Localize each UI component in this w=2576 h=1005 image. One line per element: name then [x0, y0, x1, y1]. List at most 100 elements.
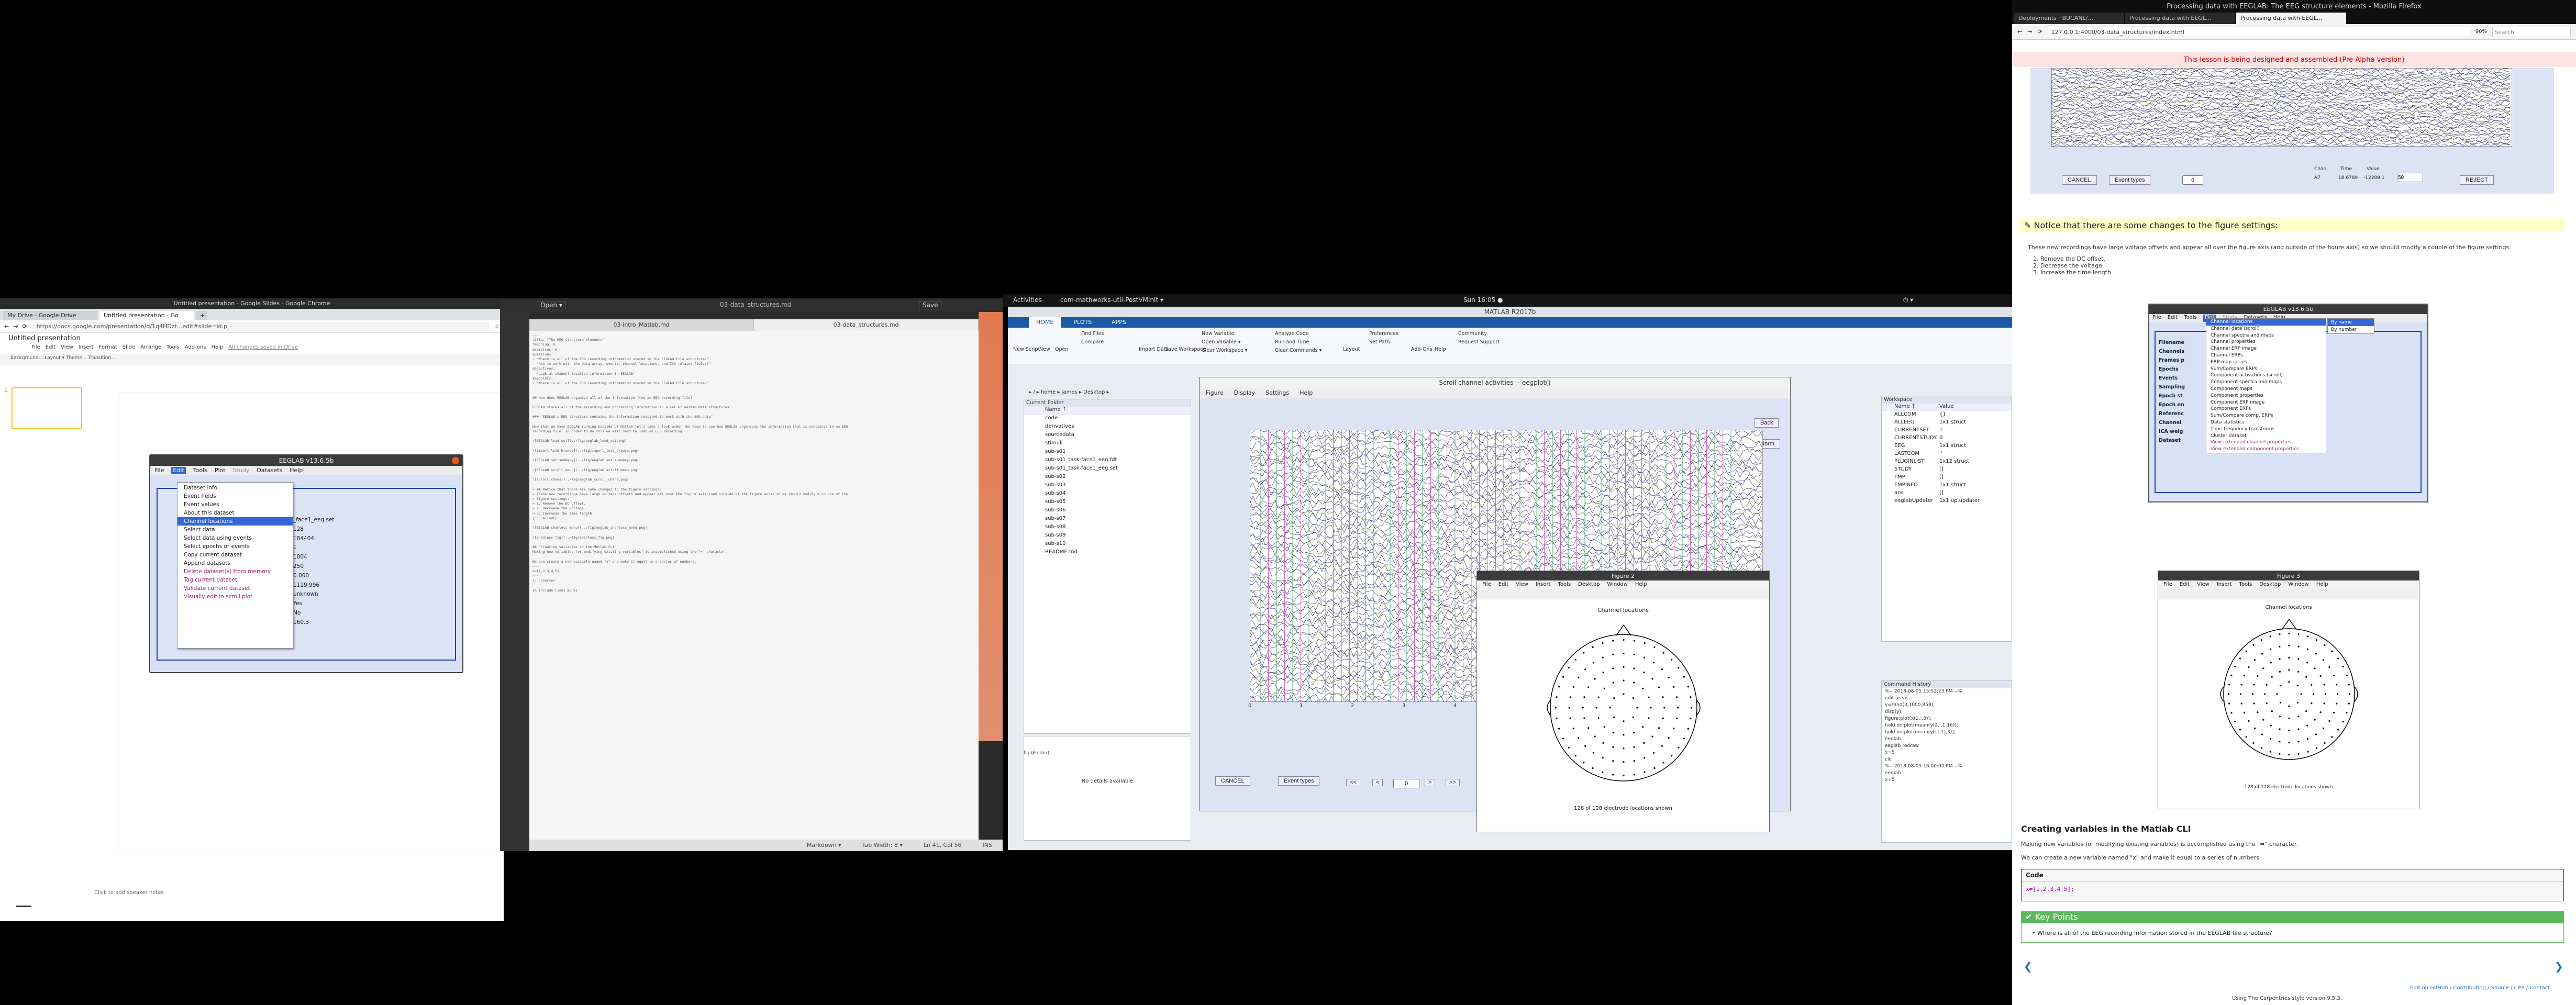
editor-document[interactable]: --- title: "The EEG structure elements" te…: [529, 331, 979, 840]
menu-copy-dataset[interactable]: Copy current dataset: [184, 552, 242, 558]
ff-forward-icon[interactable]: →: [2027, 28, 2033, 35]
eeglab-menu-datasets[interactable]: Datasets: [257, 467, 283, 474]
ff-reload-icon[interactable]: ⟳: [2037, 28, 2042, 35]
tab-slides[interactable]: Untitled presentation - Go: [99, 311, 194, 320]
eeglab-menu-study[interactable]: Study: [232, 467, 250, 474]
workspace-row[interactable]: PLUGINLIST 1x12 struct: [1882, 459, 2012, 466]
new-button[interactable]: New: [1039, 347, 1050, 352]
menu-slide[interactable]: Slide: [122, 344, 136, 350]
menu-format[interactable]: Format: [98, 344, 117, 350]
menu-edit[interactable]: Edit: [45, 344, 56, 350]
fig2-menu-edit[interactable]: Edit: [1498, 582, 1509, 587]
plot-submenu-item[interactable]: Channel spectra and maps: [2211, 332, 2274, 338]
figure-2-toolbar[interactable]: [1477, 589, 1769, 599]
set-path-button[interactable]: Set Path: [1369, 339, 1390, 345]
by-number-item[interactable]: By number: [2331, 327, 2357, 332]
history-item[interactable]: y=rand(3,1000,858);: [1885, 702, 1935, 708]
eegplot-menu-display[interactable]: Display: [1234, 389, 1256, 396]
ff-event-types-button[interactable]: Event types: [2109, 175, 2151, 185]
eegplot-menu-help[interactable]: Help: [1300, 389, 1313, 396]
workspace-row[interactable]: EEG 1x1 struct: [1882, 443, 2012, 451]
prev-episode-icon[interactable]: ❮: [2024, 960, 2033, 973]
plot-submenu-item[interactable]: Data statistics: [2211, 419, 2245, 425]
file-item[interactable]: code: [1045, 415, 1058, 421]
menu-channel-locations[interactable]: Channel locations: [177, 517, 293, 526]
new-script-button[interactable]: New Script: [1013, 347, 1040, 352]
menu-about-dataset[interactable]: About this dataset: [184, 510, 235, 516]
eegplot-menu-figure[interactable]: Figure: [1206, 389, 1224, 396]
eeglab-menu-help[interactable]: Help: [290, 467, 303, 474]
code-line[interactable]: x=[1,2,3,4,5];: [2026, 886, 2074, 892]
tab-intro-matlab[interactable]: 03-intro_Matlab.md: [529, 319, 754, 331]
clear-workspace-button[interactable]: Clear Workspace ▾: [1202, 348, 1248, 353]
file-item[interactable]: sub-s01: [1045, 449, 1066, 454]
eegplot-menu-settings[interactable]: Settings: [1265, 389, 1290, 396]
ff-back-icon[interactable]: ←: [2017, 28, 2023, 35]
clock[interactable]: Sun 16:05 ●: [1463, 296, 1503, 304]
eeglab-menu-file[interactable]: File: [154, 467, 164, 474]
layout-button[interactable]: Layout: [1343, 347, 1360, 352]
file-item[interactable]: sub-s03: [1045, 482, 1066, 488]
workspace-row[interactable]: ALLCOM {}: [1882, 411, 2012, 419]
menu-file[interactable]: File: [31, 344, 40, 350]
compare-button[interactable]: Compare: [1081, 339, 1104, 345]
plot-submenu-item[interactable]: Channel locations: [2206, 319, 2326, 326]
page-input[interactable]: [1393, 779, 1419, 788]
plot-submenu-item[interactable]: Sum/Compare comp. ERPs: [2211, 413, 2273, 419]
fig3-menu-tools[interactable]: Tools: [2239, 582, 2252, 587]
file-item[interactable]: sub-s05: [1045, 499, 1066, 505]
community-button[interactable]: Community: [1458, 331, 1487, 337]
ff-tab-processing-2[interactable]: Processing data with EEGL...: [2236, 13, 2346, 24]
fig3-menu-insert[interactable]: Insert: [2216, 582, 2232, 587]
history-item[interactable]: hold on;plot(mean(y(2,:,1:16));: [1885, 723, 1958, 728]
eeglab2-menu-file[interactable]: File: [2152, 315, 2161, 320]
save-workspace-button[interactable]: Save Workspace: [1165, 347, 1206, 352]
open-variable-button[interactable]: Open Variable ▾: [1202, 339, 1241, 345]
workspace-row[interactable]: CURRENTSTUDY 0: [1882, 435, 2012, 443]
tab-drive[interactable]: My Drive - Google Drive: [3, 311, 97, 320]
ff-tab-deployments[interactable]: Deployments · BUCANL/...: [2014, 13, 2124, 24]
ff-reject-button[interactable]: REJECT: [2460, 175, 2494, 185]
file-item[interactable]: sub-s04: [1045, 490, 1066, 496]
menu-arrange[interactable]: Arrange: [140, 344, 162, 350]
plot-submenu-item[interactable]: Channel ERPs: [2211, 352, 2243, 358]
plot-submenu-item[interactable]: Sum/Compare ERPs: [2211, 366, 2257, 372]
clear-commands-button[interactable]: Clear Commands ▾: [1275, 348, 1322, 353]
activities-button[interactable]: Activities: [1013, 296, 1042, 304]
save-status[interactable]: All changes saved in Drive: [228, 344, 298, 350]
plot-submenu-item[interactable]: Component activations (scroll): [2211, 373, 2283, 378]
open-button[interactable]: Open ▾: [537, 301, 566, 309]
ff-tab-processing-1[interactable]: Processing data with EEGL...: [2125, 13, 2235, 24]
tab-apps[interactable]: APPS: [1112, 319, 1126, 326]
fig3-menu-help[interactable]: Help: [2316, 582, 2328, 587]
workspace-row[interactable]: LASTCOM '': [1882, 451, 2012, 459]
menu-event-values[interactable]: Event values: [184, 501, 219, 508]
open-matlab-button[interactable]: Open: [1055, 347, 1069, 352]
history-item[interactable]: clc: [1885, 757, 1892, 762]
fig2-menu-file[interactable]: File: [1482, 582, 1491, 587]
back-icon[interactable]: ←: [4, 323, 9, 330]
plot-submenu-item[interactable]: Component ERPs: [2211, 406, 2251, 412]
menu-event-fields[interactable]: Event fields: [184, 493, 216, 499]
file-item[interactable]: sub-s10: [1045, 541, 1066, 546]
history-item[interactable]: x=5: [1885, 750, 1895, 755]
menu-append-datasets[interactable]: Append datasets: [184, 560, 230, 566]
file-item[interactable]: sub-s06: [1045, 507, 1066, 513]
eeglab2-menu-help[interactable]: Help: [2273, 315, 2285, 320]
file-item[interactable]: sub-s08: [1045, 524, 1066, 530]
menu-view[interactable]: View: [61, 344, 73, 350]
history-item[interactable]: disp(y);: [1885, 709, 1903, 714]
file-item[interactable]: README.md: [1045, 549, 1078, 555]
slides-toolbar[interactable]: Background... Layout ▾ Theme... Transiti…: [0, 354, 504, 365]
footer-links[interactable]: Edit on GitHub / Contributing / Source /…: [2410, 985, 2550, 991]
tab-plots[interactable]: PLOTS: [1073, 319, 1092, 326]
file-item[interactable]: sub-s07: [1045, 516, 1066, 521]
help-button[interactable]: Help: [1435, 347, 1446, 352]
fig2-menu-desktop[interactable]: Desktop: [1578, 582, 1600, 587]
file-item[interactable]: derivatives: [1045, 423, 1074, 429]
event-types-button[interactable]: Event types: [1278, 776, 1320, 786]
run-time-button[interactable]: Run and Time: [1275, 339, 1309, 345]
file-item[interactable]: sub-s09: [1045, 532, 1066, 538]
syntax-mode[interactable]: Markdown ▾: [806, 842, 841, 848]
page-next-button[interactable]: >: [1425, 779, 1436, 786]
